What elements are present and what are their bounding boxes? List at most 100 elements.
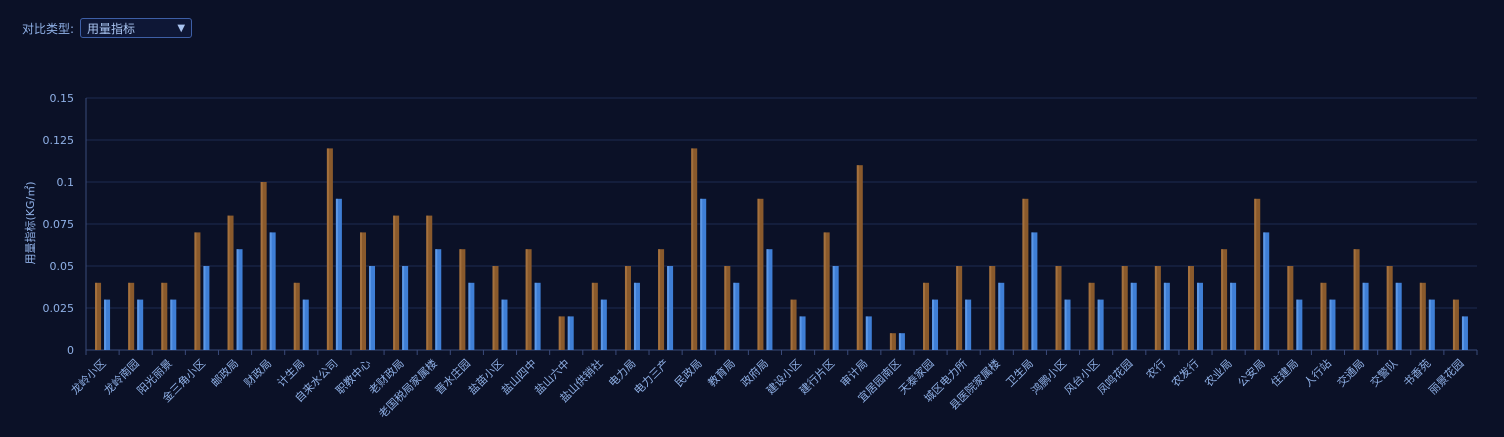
bar-series-1[interactable] — [260, 182, 267, 350]
bar-series-1[interactable] — [1320, 282, 1327, 350]
bar-series-1[interactable] — [293, 282, 300, 350]
bar-highlight — [667, 266, 670, 350]
bar-series-1[interactable] — [161, 282, 168, 350]
bar-highlight — [227, 215, 230, 350]
bar-series-1[interactable] — [525, 249, 532, 350]
bar-series-1[interactable] — [492, 266, 499, 350]
bar-series-1[interactable] — [360, 232, 367, 350]
bar-series-2[interactable] — [1296, 299, 1303, 350]
bar-series-2[interactable] — [700, 198, 707, 350]
bar-series-2[interactable] — [402, 266, 409, 350]
bar-series-1[interactable] — [1121, 266, 1128, 350]
bar-series-1[interactable] — [393, 215, 400, 350]
bar-series-1[interactable] — [856, 165, 863, 350]
bar-series-1[interactable] — [326, 148, 333, 350]
bar-series-1[interactable] — [1055, 266, 1062, 350]
bar-series-1[interactable] — [558, 316, 565, 350]
bar-series-1[interactable] — [95, 282, 102, 350]
bar-highlight — [956, 266, 959, 350]
bar-series-1[interactable] — [823, 232, 830, 350]
bar-series-2[interactable] — [534, 282, 541, 350]
bar-series-2[interactable] — [1130, 282, 1137, 350]
bar-series-1[interactable] — [426, 215, 433, 350]
bar-series-2[interactable] — [1230, 282, 1237, 350]
bar-series-2[interactable] — [898, 333, 905, 350]
bar-highlight — [194, 232, 197, 350]
bar-series-2[interactable] — [269, 232, 276, 350]
bar-series-2[interactable] — [633, 282, 640, 350]
bar-highlight — [1287, 266, 1290, 350]
bar-series-1[interactable] — [459, 249, 466, 350]
bar-series-2[interactable] — [1163, 282, 1170, 350]
bar-series-1[interactable] — [624, 266, 631, 350]
bar-series-1[interactable] — [889, 333, 896, 350]
bar-highlight — [965, 299, 968, 350]
bar-series-2[interactable] — [1196, 282, 1203, 350]
bar-highlight — [633, 282, 636, 350]
bar-series-1[interactable] — [128, 282, 135, 350]
bar-series-1[interactable] — [1254, 198, 1261, 350]
bar-series-1[interactable] — [1287, 266, 1294, 350]
bar-series-1[interactable] — [956, 266, 963, 350]
bar-series-2[interactable] — [1064, 299, 1071, 350]
bar-series-1[interactable] — [1419, 282, 1426, 350]
bar-series-2[interactable] — [932, 299, 939, 350]
bar-series-1[interactable] — [790, 299, 797, 350]
bar-series-2[interactable] — [733, 282, 740, 350]
y-tick-label: 0.025 — [43, 302, 75, 315]
bar-series-2[interactable] — [435, 249, 442, 350]
bar-series-1[interactable] — [1221, 249, 1228, 350]
bar-series-2[interactable] — [998, 282, 1005, 350]
bar-series-1[interactable] — [194, 232, 201, 350]
bar-series-2[interactable] — [965, 299, 972, 350]
bar-series-2[interactable] — [1263, 232, 1270, 350]
bar-series-2[interactable] — [501, 299, 508, 350]
bar-series-1[interactable] — [227, 215, 234, 350]
bar-series-2[interactable] — [766, 249, 773, 350]
bar-series-1[interactable] — [1022, 198, 1029, 350]
bar-series-2[interactable] — [1395, 282, 1402, 350]
bar-series-1[interactable] — [1353, 249, 1360, 350]
bar-series-2[interactable] — [567, 316, 574, 350]
bar-series-2[interactable] — [1097, 299, 1104, 350]
bar-series-2[interactable] — [104, 299, 111, 350]
bar-series-1[interactable] — [989, 266, 996, 350]
chevron-down-icon: ▼ — [177, 22, 186, 34]
bar-series-1[interactable] — [724, 266, 731, 350]
bar-series-1[interactable] — [757, 198, 764, 350]
x-tick-label: 龙岭南园 — [101, 356, 142, 397]
bar-series-2[interactable] — [1031, 232, 1038, 350]
bar-highlight — [393, 215, 396, 350]
bar-series-2[interactable] — [170, 299, 177, 350]
bar-series-2[interactable] — [865, 316, 872, 350]
bar-series-2[interactable] — [600, 299, 607, 350]
bar-series-1[interactable] — [1386, 266, 1393, 350]
bar-series-2[interactable] — [302, 299, 309, 350]
bar-highlight — [1362, 282, 1365, 350]
bar-series-1[interactable] — [658, 249, 665, 350]
bar-series-2[interactable] — [1329, 299, 1336, 350]
bar-series-1[interactable] — [1187, 266, 1194, 350]
bar-highlight — [1031, 232, 1034, 350]
bar-series-2[interactable] — [236, 249, 243, 350]
bar-series-1[interactable] — [923, 282, 930, 350]
y-tick-label: 0.1 — [57, 176, 75, 189]
bar-series-2[interactable] — [1461, 316, 1468, 350]
bar-series-2[interactable] — [468, 282, 475, 350]
bar-series-2[interactable] — [799, 316, 806, 350]
compare-type-select[interactable]: 用量指标 ▼ — [80, 18, 193, 38]
bar-series-1[interactable] — [1154, 266, 1161, 350]
bar-highlight — [766, 249, 769, 350]
bar-series-2[interactable] — [335, 198, 342, 350]
bar-series-2[interactable] — [203, 266, 210, 350]
bar-series-2[interactable] — [667, 266, 674, 350]
bar-series-2[interactable] — [1362, 282, 1369, 350]
bar-series-2[interactable] — [832, 266, 839, 350]
bar-series-1[interactable] — [591, 282, 598, 350]
bar-series-2[interactable] — [137, 299, 144, 350]
bar-series-1[interactable] — [1452, 299, 1459, 350]
bar-series-2[interactable] — [1428, 299, 1435, 350]
bar-series-2[interactable] — [369, 266, 376, 350]
bar-series-1[interactable] — [691, 148, 698, 350]
bar-series-1[interactable] — [1088, 282, 1095, 350]
